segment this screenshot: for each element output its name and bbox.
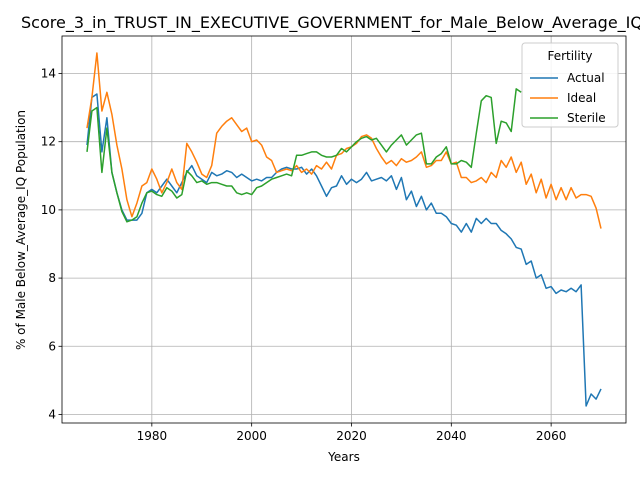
y-tick-label: 6: [48, 339, 56, 353]
x-axis-label: Years: [327, 450, 360, 464]
x-tick-label: 2000: [236, 429, 267, 443]
legend-label-ideal: Ideal: [567, 91, 596, 105]
y-tick-label: 12: [41, 135, 56, 149]
y-tick-label: 8: [48, 271, 56, 285]
legend-label-actual: Actual: [567, 71, 605, 85]
legend-items: Actual Ideal Sterile: [530, 71, 606, 125]
chart-title: Score_3_in_TRUST_IN_EXECUTIVE_GOVERNMENT…: [21, 13, 640, 33]
series-line-actual: [86, 93, 602, 407]
y-axis-label: % of Male Below_Average_IQ Population: [14, 110, 28, 350]
plot-frame: [61, 35, 627, 424]
x-tick-label: 1980: [137, 429, 168, 443]
x-tick-label: 2020: [336, 429, 367, 443]
axis-ticks: 1980 2000 2020 2040 2060 4 6 8 10 12 14: [41, 67, 567, 443]
x-tick-label: 2040: [436, 429, 467, 443]
x-tick-label: 2060: [536, 429, 567, 443]
legend-label-sterile: Sterile: [567, 111, 606, 125]
legend: Fertility Actual Ideal Sterile: [521, 42, 619, 128]
legend-box: [521, 42, 619, 128]
series-line-sterile: [86, 88, 522, 223]
y-tick-label: 10: [41, 203, 56, 217]
legend-title: Fertility: [547, 49, 592, 63]
y-tick-label: 4: [48, 407, 56, 421]
y-tick-label: 14: [41, 67, 56, 81]
series-lines: [86, 52, 602, 407]
